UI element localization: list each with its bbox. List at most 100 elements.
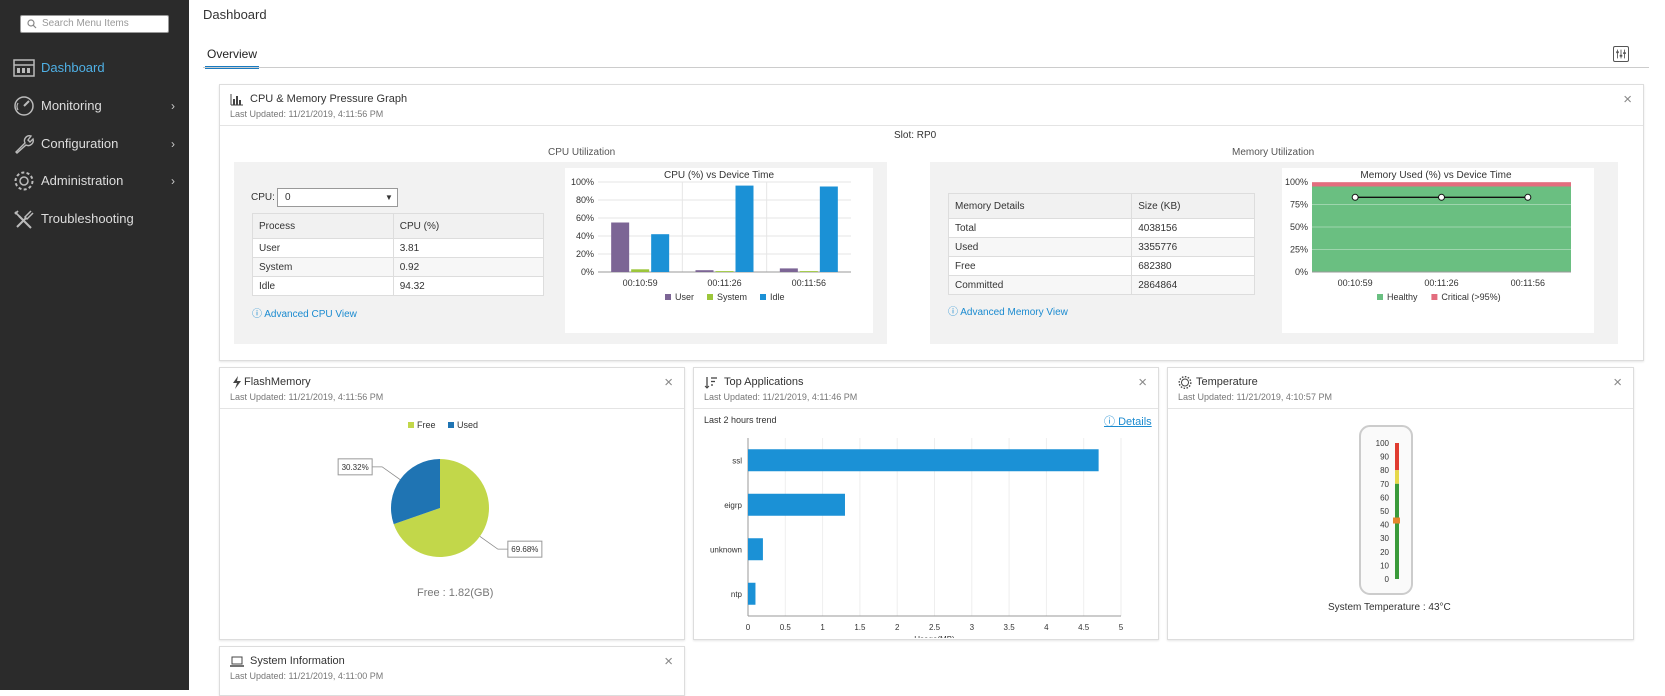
table-cell: 3355776 [1131,237,1255,257]
chevron-right-icon: › [171,137,175,151]
legend-label: Used [457,420,478,430]
panel-title: System Information [250,655,345,667]
chart-title: Memory Used (%) vs Device Time [1360,170,1512,181]
bar-ntp [748,582,756,605]
chevron-right-icon: › [171,174,175,188]
cpu-select-label: CPU: [251,192,275,203]
y-tick-label: 100% [571,177,594,187]
panel-title: CPU & Memory Pressure Graph [250,93,408,105]
link-label: Advanced CPU View [264,309,357,320]
pie-label-box [507,540,543,558]
sidebar-item-administration[interactable]: Administration › [0,166,189,196]
y-tick-label: 50% [1290,222,1308,232]
x-axis-label: Usage(MB) [914,635,955,638]
bar-system [631,269,650,272]
sidebar-item-label: Troubleshooting [41,211,134,226]
panel-divider [220,125,1643,126]
bar-eigrp [748,493,845,516]
dashlet-settings-icon[interactable] [1613,46,1629,62]
sidebar-item-label: Configuration [41,136,119,151]
tab-overview[interactable]: Overview [205,47,260,69]
temperature-marker [1393,517,1400,524]
cpu-chart-card: CPU (%) vs Device Time 0% 20% 40% 60% 80% 100%… [565,168,873,333]
y-tick-label: 25% [1290,245,1308,255]
advanced-memory-view-link[interactable]: ⓘ Advanced Memory View [948,307,1068,318]
gauge-icon [14,96,34,116]
table-row: System 0.92 [252,257,545,277]
sidebar-item-troubleshooting[interactable]: Troubleshooting [0,204,189,234]
memory-chart-card: Memory Used (%) vs Device Time 0% 25% 50% 75… [1282,168,1594,333]
legend-swatch [707,294,713,300]
table-row: Free 682380 [947,256,1255,276]
close-icon[interactable]: × [1613,374,1622,391]
panel-title: FlashMemory [244,376,311,388]
legend-label: Healthy [1387,292,1418,302]
details-link[interactable]: ⓘ Details [1104,416,1152,428]
panel-title: Temperature [1196,376,1258,388]
advanced-cpu-view-link[interactable]: ⓘ Advanced CPU View [252,309,357,320]
y-tick-label: ntp [731,590,743,599]
y-tick-label: 0% [1295,267,1308,277]
temperature-panel: Temperature Last Updated: 11/21/2019, 4:… [1167,367,1634,640]
data-point [1351,193,1359,201]
y-tick-label: 20% [576,249,594,259]
close-icon[interactable]: × [1623,91,1632,108]
x-tick-label: 3.5 [1004,623,1016,632]
scale-label: 40 [1380,521,1389,530]
system-information-panel: System Information Last Updated: 11/21/2… [219,646,685,696]
scale-label: 50 [1380,507,1389,516]
pie-slice-free [393,459,489,557]
bar-system [799,271,818,272]
table-header: Size (KB) [1131,193,1255,219]
table-cell: 3.81 [392,238,545,258]
sidebar-item-configuration[interactable]: Configuration › [0,129,189,159]
top-applications-panel: Top Applications Last Updated: 11/21/201… [693,367,1159,640]
last-updated: Last Updated: 11/21/2019, 4:11:56 PM [230,109,384,119]
x-tick-label: 00:11:56 [792,278,826,288]
x-tick-label: 1.5 [854,623,866,632]
sun-icon [1178,376,1192,389]
bar-idle [819,186,838,272]
table-cell: Committed [947,275,1133,295]
y-tick-label: 0% [581,267,594,277]
y-tick-label: unknown [710,545,742,554]
bar-user [779,268,798,272]
close-icon[interactable]: × [1138,374,1147,391]
close-icon[interactable]: × [664,653,673,670]
pie-slice-used [391,459,440,525]
x-tick-label: 2 [895,623,900,632]
y-tick-label: 80% [576,195,594,205]
sidebar-item-dashboard[interactable]: Dashboard [0,53,189,83]
bar-unknown [748,538,763,561]
cpu-select[interactable]: 0 ▼ [277,188,398,207]
bar-system [715,271,734,272]
search-input[interactable]: Search Menu Items [20,15,169,33]
warning-band [1395,470,1399,484]
table-cell: 4038156 [1131,218,1255,238]
close-icon[interactable]: × [664,374,673,391]
laptop-icon [230,656,244,667]
scale-label: 30 [1380,534,1389,543]
flash-free-text: Free : 1.82(GB) [417,587,494,599]
area-critical [1312,182,1571,187]
cpu-utilization-area: CPU: 0 ▼ Process CPU (%) User 3.81 System 0… [234,162,887,344]
y-tick-label: 40% [576,231,594,241]
panel-title: Top Applications [724,376,804,388]
scale-label: 20 [1380,548,1389,557]
data-point [1438,193,1445,201]
table-row: Idle 94.32 [252,276,545,296]
x-tick-label: 00:11:56 [1511,278,1545,288]
bar-idle [651,234,670,272]
memory-details-table: Memory Details Size (KB) Total 4038156 Use… [947,193,1255,295]
sidebar-item-monitoring[interactable]: Monitoring › [0,91,189,121]
x-tick-label: 4 [1044,623,1049,632]
scale-label: 80 [1380,466,1389,475]
sidebar-item-label: Administration [41,173,124,188]
bar-user [695,270,714,272]
dropdown-arrow-icon: ▼ [385,193,393,202]
cpu-chart: CPU (%) vs Device Time 0% 20% 40% 60% 80% 100%… [571,170,851,302]
bar-user [611,222,630,272]
last-updated: Last Updated: 11/21/2019, 4:11:46 PM [704,392,858,402]
x-tick-label: 00:10:59 [623,278,658,288]
